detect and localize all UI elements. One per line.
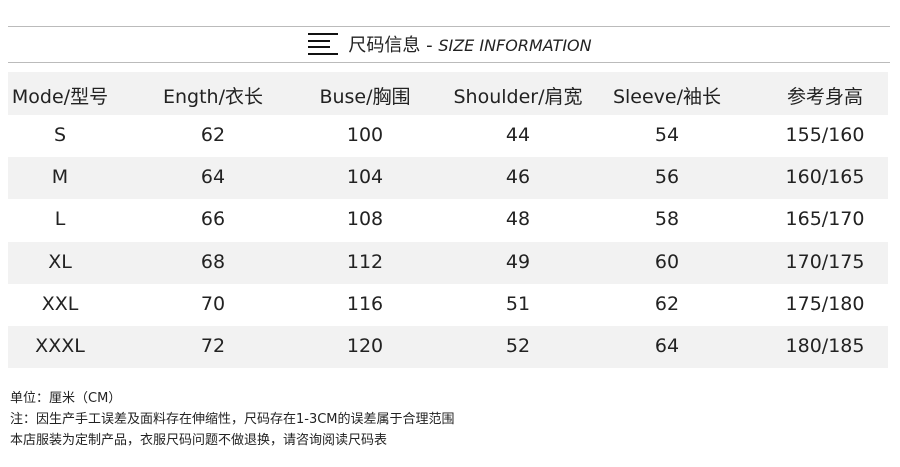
row-cell: 104 bbox=[346, 166, 384, 189]
row-cell: XL bbox=[48, 250, 72, 273]
row-cell: 64 bbox=[200, 166, 226, 189]
row-cell: 120 bbox=[346, 335, 384, 357]
title-en: SIZE INFORMATION bbox=[438, 36, 592, 55]
header-cell: Sleeve/袖长 bbox=[612, 85, 722, 108]
row-cell: 46 bbox=[505, 166, 531, 189]
header-cell: Shoulder/肩宽 bbox=[453, 85, 583, 108]
row-cell: 155/160 bbox=[785, 124, 865, 146]
row-cell: 180/185 bbox=[785, 335, 865, 357]
row-cell: 108 bbox=[346, 208, 384, 231]
note-return-policy: 本店服装为定制产品，衣服尺码问题不做退换，请咨询阅读尺码表 bbox=[10, 433, 388, 448]
top-divider bbox=[8, 26, 890, 27]
list-icon bbox=[308, 33, 339, 55]
row-cell: 62 bbox=[654, 292, 680, 315]
row-cell: 62 bbox=[200, 124, 226, 146]
row-cell: 68 bbox=[200, 250, 226, 273]
row-cell: 70 bbox=[200, 292, 226, 315]
row-cell: 44 bbox=[505, 124, 531, 146]
row-cell: 52 bbox=[505, 335, 531, 357]
row-cell: 64 bbox=[654, 335, 680, 357]
row-cell: S bbox=[53, 124, 67, 146]
row-cell: 100 bbox=[346, 124, 384, 146]
note-unit: 单位：厘米（CM） bbox=[10, 391, 122, 406]
row-cell: 60 bbox=[654, 250, 680, 273]
title-cn: 尺码信息 bbox=[348, 35, 421, 56]
row-cell: 175/180 bbox=[785, 292, 865, 315]
row-cell: 58 bbox=[654, 208, 680, 231]
bottom-divider bbox=[8, 62, 890, 63]
table-row bbox=[8, 283, 888, 326]
row-cell: L bbox=[54, 208, 66, 231]
table-row bbox=[8, 241, 888, 284]
row-cell: XXXL bbox=[35, 335, 85, 357]
row-cell: 48 bbox=[505, 208, 531, 231]
row-cell: 56 bbox=[654, 166, 680, 189]
row-cell: 49 bbox=[505, 250, 531, 273]
row-cell: 160/165 bbox=[785, 166, 865, 189]
row-cell: 54 bbox=[654, 124, 680, 146]
row-cell: 116 bbox=[346, 292, 384, 315]
header-cell: Ength/衣长 bbox=[162, 85, 264, 108]
table-row bbox=[8, 115, 888, 157]
table-row bbox=[8, 157, 888, 200]
header-cell: Mode/型号 bbox=[11, 85, 109, 108]
row-cell: XXL bbox=[41, 292, 79, 315]
row-cell: 66 bbox=[200, 208, 226, 231]
note-tolerance: 注：因生产手工误差及面料存在伸缩性，尺码存在1-3CM的误差属于合理范围 bbox=[10, 412, 455, 427]
table-row bbox=[8, 326, 888, 368]
row-cell: 72 bbox=[200, 335, 226, 357]
row-cell: M bbox=[51, 166, 69, 189]
row-cell: 112 bbox=[346, 250, 384, 273]
notes: 单位：厘米（CM） 注：因生产手工误差及面料存在伸缩性，尺码存在1-3CM的误差… bbox=[10, 388, 455, 451]
table-header bbox=[8, 72, 888, 115]
section-title: 尺码信息 - SIZE INFORMATION bbox=[0, 31, 900, 57]
table-row bbox=[8, 199, 888, 242]
row-cell: 165/170 bbox=[785, 208, 865, 231]
header-cell: 参考身高 bbox=[786, 85, 864, 108]
header-cell: Buse/胸围 bbox=[319, 85, 411, 108]
row-cell: 170/175 bbox=[785, 250, 865, 273]
row-cell: 51 bbox=[505, 292, 531, 315]
